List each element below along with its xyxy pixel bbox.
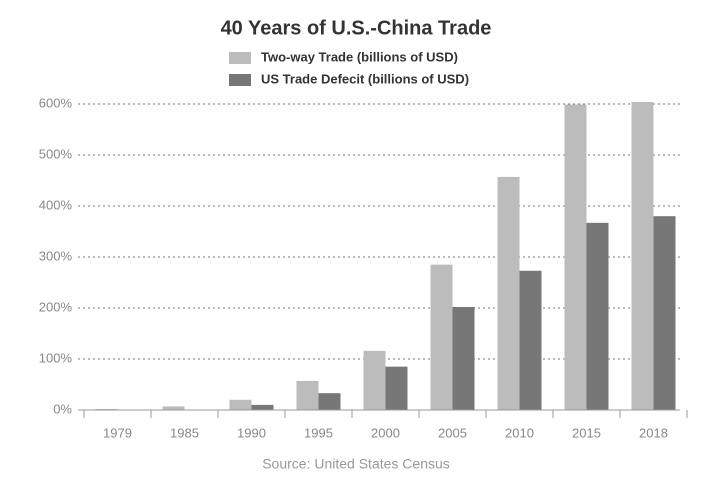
y-tick-label: 300% (39, 248, 73, 263)
x-tick-label: 2018 (639, 425, 668, 440)
x-tick-label: 1979 (103, 425, 132, 440)
y-tick-label: 400% (39, 197, 73, 212)
bar (318, 393, 341, 410)
bar (430, 264, 453, 410)
bar (95, 408, 118, 410)
y-tick-label: 600% (39, 95, 73, 110)
x-tick-label: 2000 (371, 425, 400, 440)
legend-swatch (229, 74, 251, 86)
legend-label: US Trade Defecit (billions of USD) (261, 71, 469, 86)
source-note: Source: United States Census (262, 456, 450, 472)
x-tick-label: 2010 (505, 425, 534, 440)
bar (452, 306, 475, 410)
x-tick-label: 1995 (304, 425, 333, 440)
legend-label: Two-way Trade (billions of USD) (261, 49, 458, 64)
bar (251, 404, 274, 410)
chart-title: 40 Years of U.S.-China Trade (221, 17, 492, 39)
bar (363, 350, 386, 410)
bar (385, 366, 408, 410)
bar (631, 101, 654, 411)
bar (564, 104, 587, 410)
bar (586, 222, 609, 410)
legend-swatch (229, 52, 251, 64)
y-tick-label: 100% (39, 350, 73, 365)
bar (162, 406, 185, 410)
y-tick-label: 200% (39, 299, 73, 314)
x-tick-label: 1985 (170, 425, 199, 440)
bar (497, 176, 520, 410)
bar (229, 399, 252, 410)
bar (519, 270, 542, 410)
x-tick-label: 2015 (572, 425, 601, 440)
x-tick-label: 1990 (237, 425, 266, 440)
y-tick-label: 0% (53, 401, 72, 416)
bar (296, 380, 319, 410)
bar (653, 216, 676, 410)
y-tick-label: 500% (39, 146, 73, 161)
x-tick-label: 2005 (438, 425, 467, 440)
